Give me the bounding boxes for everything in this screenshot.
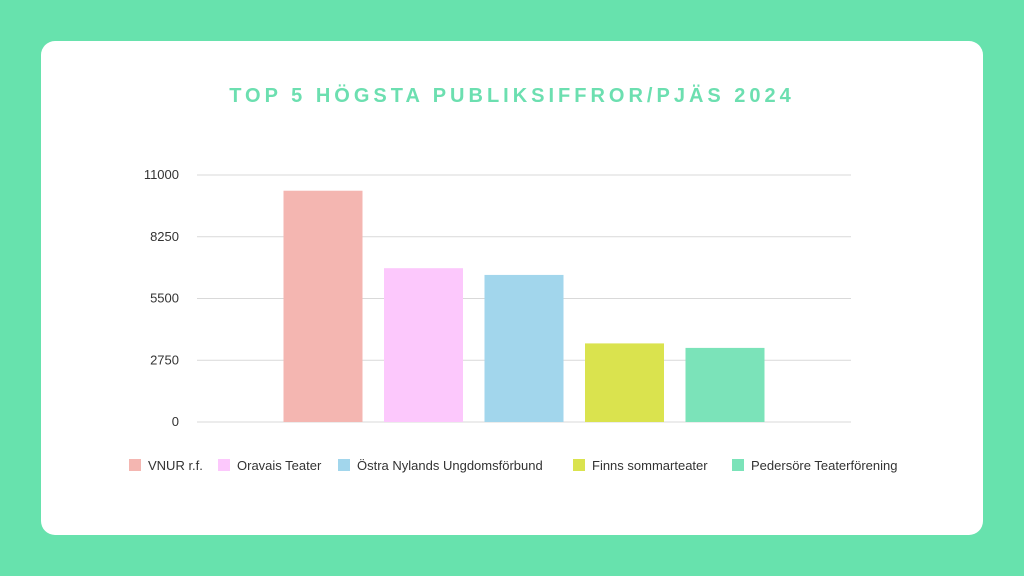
y-tick-label: 5500	[150, 291, 179, 306]
y-tick-label: 0	[172, 414, 179, 429]
legend-swatch	[573, 459, 585, 471]
legend-swatch	[732, 459, 744, 471]
bars	[283, 190, 765, 422]
bar	[283, 190, 363, 422]
legend-label: Östra Nylands Ungdomsförbund	[357, 458, 543, 473]
y-tick-label: 2750	[150, 352, 179, 367]
bar	[585, 343, 664, 422]
bar	[685, 347, 765, 422]
chart-title: TOP 5 HÖGSTA PUBLIKSIFFROR/PJÄS 2024	[229, 85, 795, 107]
legend-swatch	[218, 459, 230, 471]
legend-swatch	[129, 459, 141, 471]
bar	[384, 268, 463, 422]
legend-label: VNUR r.f.	[148, 458, 203, 473]
y-tick-label: 11000	[144, 167, 179, 182]
legend: VNUR r.f. Oravais Teater Östra Nylands Ung…	[129, 458, 897, 473]
legend-swatch	[338, 459, 350, 471]
legend-label: Finns sommarteater	[592, 458, 708, 473]
legend-label: Pedersöre Teaterförening	[751, 458, 897, 473]
y-tick-label: 8250	[150, 229, 179, 244]
legend-label: Oravais Teater	[237, 458, 322, 473]
bar	[484, 274, 564, 422]
